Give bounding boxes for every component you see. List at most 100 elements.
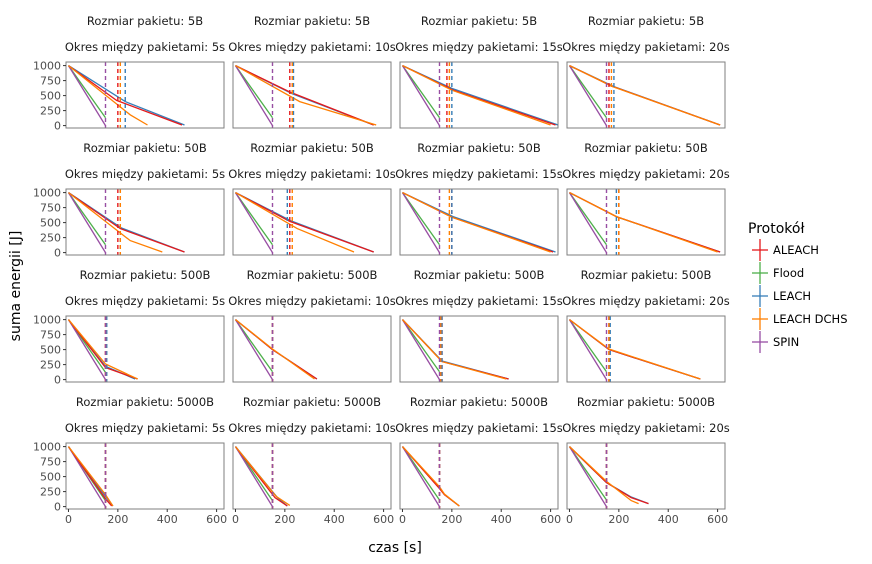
x-tick-label: 600 bbox=[707, 513, 728, 526]
panel-border bbox=[566, 442, 726, 510]
series-line-flood bbox=[234, 319, 274, 373]
plot-area bbox=[568, 443, 649, 509]
plot-area bbox=[67, 189, 185, 255]
legend-key-leach bbox=[752, 285, 768, 307]
series-line-flood bbox=[67, 192, 107, 246]
series-line-spin bbox=[401, 319, 441, 380]
legend-key-aleach bbox=[752, 239, 768, 261]
series-line-spin bbox=[67, 192, 107, 253]
series-line-flood bbox=[234, 65, 274, 119]
legend: Protokół ALEACH Flood LEACH LEACH DCHS SPIN bbox=[748, 221, 848, 353]
plot-area bbox=[401, 316, 509, 382]
series-line-leach bbox=[569, 446, 649, 505]
panel-border bbox=[399, 315, 559, 383]
strip-col-label: Okres między pakietami: 5s bbox=[65, 421, 225, 435]
plot-area bbox=[234, 316, 318, 382]
strip-row-label: Rozmiar pakietu: 5B bbox=[421, 14, 537, 28]
series-line-leach-dchs bbox=[569, 192, 718, 253]
panel-r3-c2: Rozmiar pakietu: 500B Okres między pakiet… bbox=[228, 268, 396, 383]
panel-r4-c1: Rozmiar pakietu: 5000B Okres między pakie… bbox=[33, 395, 227, 526]
series-line-aleach bbox=[67, 319, 138, 380]
y-tick-label: 0 bbox=[54, 247, 61, 260]
panel-r2-c4: Rozmiar pakietu: 50B Okres między pakieta… bbox=[562, 141, 730, 256]
strip-row-label: Rozmiar pakietu: 500B bbox=[581, 268, 712, 282]
x-tick-label: 200 bbox=[608, 513, 629, 526]
y-tick-label: 250 bbox=[40, 232, 61, 245]
series-line-leach bbox=[68, 192, 185, 253]
y-tick-label: 250 bbox=[40, 359, 61, 372]
panel-r2-c3: Rozmiar pakietu: 50B Okres między pakieta… bbox=[395, 141, 563, 256]
panel-r1-c1: Rozmiar pakietu: 5B Okres między pakietam… bbox=[33, 14, 225, 133]
strip-col-label: Okres między pakietami: 5s bbox=[65, 167, 225, 181]
series-line-flood bbox=[401, 65, 441, 119]
strip-row-label: Rozmiar pakietu: 5000B bbox=[577, 395, 715, 409]
panel-border bbox=[65, 442, 225, 510]
panel-border bbox=[232, 188, 392, 256]
series-line-leach-dchs bbox=[569, 319, 701, 380]
strip-col-label: Okres między pakietami: 20s bbox=[562, 294, 730, 308]
strip-row-label: Rozmiar pakietu: 500B bbox=[247, 268, 378, 282]
legend-label: ALEACH bbox=[773, 243, 819, 257]
series-line-aleach bbox=[68, 65, 183, 126]
panel-r3-c3: Rozmiar pakietu: 500B Okres między pakiet… bbox=[395, 268, 563, 383]
panel-border bbox=[65, 315, 225, 383]
strip-row-label: Rozmiar pakietu: 500B bbox=[414, 268, 545, 282]
plot-area bbox=[568, 189, 721, 255]
y-tick-label: 500 bbox=[40, 344, 61, 357]
x-tick-label: 400 bbox=[491, 513, 512, 526]
panel-border bbox=[232, 61, 392, 129]
y-tick-label: 500 bbox=[40, 217, 61, 230]
series-line-flood bbox=[568, 319, 608, 373]
y-tick-label: 750 bbox=[40, 329, 61, 342]
legend-label: LEACH bbox=[773, 289, 811, 303]
series-line-leach-dchs bbox=[235, 192, 355, 253]
series-line-spin bbox=[234, 192, 274, 253]
strip-row-label: Rozmiar pakietu: 50B bbox=[250, 141, 374, 155]
y-tick-label: 500 bbox=[40, 90, 61, 103]
legend-title: Protokół bbox=[748, 221, 804, 237]
plot-area bbox=[234, 443, 291, 509]
panel-r3-c4: Rozmiar pakietu: 500B Okres między pakiet… bbox=[562, 268, 730, 383]
plot-area bbox=[234, 62, 377, 128]
series-line-leach-dchs bbox=[234, 446, 291, 506]
strip-col-label: Okres między pakietami: 5s bbox=[65, 294, 225, 308]
y-tick-label: 750 bbox=[40, 202, 61, 215]
panel-r2-c1: Rozmiar pakietu: 50B Okres między pakieta… bbox=[33, 141, 225, 260]
plot-area bbox=[401, 443, 460, 509]
plot-area bbox=[568, 62, 721, 128]
legend-label: Flood bbox=[773, 266, 804, 280]
series-line-aleach bbox=[569, 192, 721, 253]
x-tick-label: 200 bbox=[441, 513, 462, 526]
strip-row-label: Rozmiar pakietu: 5B bbox=[254, 14, 370, 28]
x-tick-label: 200 bbox=[274, 513, 295, 526]
strip-row-label: Rozmiar pakietu: 5000B bbox=[76, 395, 214, 409]
panel-border bbox=[232, 315, 392, 383]
series-line-aleach bbox=[569, 446, 649, 505]
x-tick-label: 0 bbox=[65, 513, 72, 526]
series-line-leach bbox=[402, 192, 556, 253]
strip-col-label: Okres między pakietami: 5s bbox=[65, 40, 225, 54]
panel-r1-c2: Rozmiar pakietu: 5B Okres między pakietam… bbox=[228, 14, 396, 129]
series-line-leach-dchs bbox=[68, 65, 148, 126]
y-tick-label: 250 bbox=[40, 486, 61, 499]
series-line-aleach bbox=[67, 446, 113, 507]
x-tick-label: 400 bbox=[324, 513, 345, 526]
y-tick-label: 1000 bbox=[33, 314, 61, 327]
series-line-spin bbox=[568, 65, 608, 126]
series-line-aleach bbox=[569, 319, 701, 380]
series-line-spin bbox=[401, 192, 441, 253]
panel-r4-c2: Rozmiar pakietu: 5000B Okres między pakie… bbox=[228, 395, 396, 526]
panel-border bbox=[399, 188, 559, 256]
strip-col-label: Okres między pakietami: 15s bbox=[395, 40, 563, 54]
series-line-leach-dchs bbox=[569, 446, 639, 505]
panel-r3-c1: Rozmiar pakietu: 500B Okres między pakiet… bbox=[33, 268, 225, 387]
series-line-spin bbox=[568, 319, 608, 380]
panel-border bbox=[65, 188, 225, 256]
strip-col-label: Okres między pakietami: 10s bbox=[228, 421, 396, 435]
series-line-leach bbox=[569, 192, 721, 253]
series-line-leach bbox=[569, 319, 701, 380]
x-tick-label: 600 bbox=[540, 513, 561, 526]
panel-border bbox=[65, 61, 225, 129]
strip-col-label: Okres między pakietami: 20s bbox=[562, 167, 730, 181]
series-line-spin bbox=[234, 65, 274, 126]
